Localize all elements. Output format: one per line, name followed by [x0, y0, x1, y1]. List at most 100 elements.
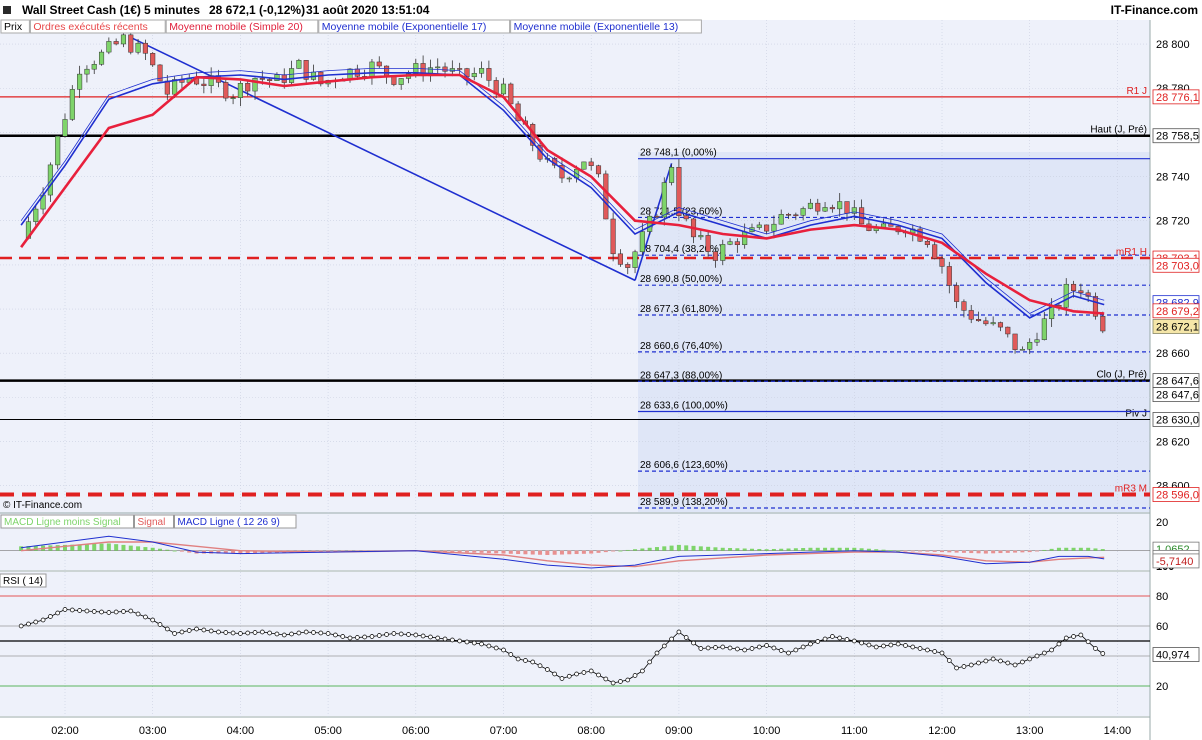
- macd-series: [0, 535, 1150, 569]
- rsi-point: [150, 617, 156, 623]
- rsi-point: [164, 626, 170, 632]
- brand[interactable]: IT-Finance.com: [1111, 3, 1198, 17]
- rsi-point: [1085, 639, 1091, 645]
- macd-histogram-bar: [121, 544, 126, 551]
- rsi-point: [632, 673, 638, 678]
- candle-body: [669, 167, 675, 183]
- candle-body: [237, 83, 243, 98]
- candle-body: [932, 244, 938, 259]
- rsi-point: [800, 644, 806, 650]
- rsi-label[interactable]: RSI ( 14): [3, 576, 43, 587]
- rsi-point: [1100, 651, 1106, 656]
- rsi-point: [596, 672, 601, 678]
- macd-histogram-bar: [786, 548, 791, 551]
- candle-body: [610, 218, 616, 255]
- macd-histogram-bar: [479, 550, 484, 553]
- rsi-point: [903, 643, 908, 648]
- rsi-point: [208, 628, 214, 634]
- candle-body: [654, 215, 660, 218]
- rsi-point: [822, 636, 828, 642]
- rsi-point: [749, 646, 755, 651]
- macd-histogram-bar: [866, 548, 871, 551]
- macd-histogram-bar: [33, 545, 38, 551]
- macd-histogram-bar: [231, 550, 236, 554]
- candle-body: [625, 264, 631, 268]
- timeframe[interactable]: 5 minutes: [144, 3, 200, 17]
- legend-tab: [29, 19, 166, 34]
- legend-tab: [510, 19, 702, 34]
- last-quote: 28 672,1 (-0,12%): [209, 3, 305, 17]
- macd-histogram-bar: [998, 550, 1003, 554]
- candle-body: [632, 251, 638, 268]
- macd-histogram-bar: [172, 550, 177, 552]
- macd-histogram-bar: [611, 550, 616, 552]
- value-tag: -5,7140: [1156, 556, 1193, 568]
- macd-histogram-bar: [55, 545, 60, 551]
- rsi-point: [157, 622, 163, 627]
- candle-body: [69, 89, 75, 120]
- candle-body: [661, 182, 667, 218]
- rsi-point: [186, 628, 192, 633]
- macd-histogram-bar: [618, 550, 623, 552]
- rsi-point: [961, 664, 967, 669]
- macd-histogram-bar: [1035, 550, 1040, 552]
- rsi-point: [1093, 646, 1098, 651]
- macd-histogram-bar: [1078, 547, 1083, 551]
- macd-histogram-bar: [99, 543, 104, 551]
- rsi-panel[interactable]: [0, 572, 1150, 716]
- rsi-point: [1063, 635, 1069, 641]
- macd-histogram-bar: [698, 546, 703, 551]
- rsi-point: [216, 629, 221, 635]
- candle-body: [756, 224, 762, 228]
- macd-histogram-bar: [1093, 548, 1098, 551]
- rsi-point: [267, 630, 272, 636]
- value-tag-box: [1152, 303, 1200, 319]
- rsi-y-tick: 20: [1156, 681, 1168, 693]
- macd-histogram-bar: [77, 544, 82, 551]
- macd-histogram-bar: [179, 550, 184, 552]
- instrument-title: Wall Street Cash (1€): [22, 3, 141, 17]
- value-tag: 28 596,0: [1156, 490, 1199, 502]
- legend-tab: [0, 19, 30, 34]
- value-tag: 28 679,2: [1156, 306, 1199, 318]
- candle-body: [815, 202, 821, 212]
- macd-histogram-bar: [267, 550, 272, 554]
- candle-body: [975, 319, 982, 322]
- level-label: Haut (J, Pré): [1090, 125, 1147, 136]
- x-tick-label: 08:00: [577, 725, 605, 737]
- rsi-point: [311, 630, 316, 635]
- macd-histogram-bar: [903, 550, 908, 552]
- candle-body: [252, 77, 258, 92]
- candle-body: [201, 83, 207, 86]
- macd-histogram-bar: [63, 544, 67, 551]
- macd-histogram-bar: [764, 549, 769, 551]
- candle-body: [33, 208, 39, 222]
- candle-body: [259, 77, 265, 80]
- candle-body: [764, 224, 770, 232]
- rsi-point: [69, 607, 75, 613]
- rsi-point: [33, 619, 39, 625]
- candle-body: [1078, 290, 1084, 294]
- macd-legend: MACD Ligne moins Signal Signal MACD Ligne …: [0, 514, 297, 529]
- macd-histogram-bar: [128, 545, 133, 551]
- value-tags: 28 776,128 758,528 703,128 647,628 630,0…: [1152, 89, 1200, 662]
- x-tick-label: 10:00: [753, 725, 781, 737]
- rsi-point: [647, 659, 653, 665]
- candle-body: [471, 73, 477, 78]
- rsi-point: [406, 632, 411, 637]
- rsi-point: [1071, 634, 1076, 639]
- macd-histogram-bar: [19, 546, 24, 551]
- macd-histogram-bar: [26, 546, 31, 551]
- candle-body: [647, 215, 653, 232]
- rsi-point: [588, 668, 594, 674]
- menu-icon[interactable]: [3, 6, 11, 14]
- candle-body: [771, 223, 777, 232]
- candle-body: [997, 322, 1004, 328]
- macd-histogram-bar: [793, 548, 798, 551]
- rsi-point: [113, 609, 119, 615]
- macd-histogram-bar: [1100, 549, 1105, 551]
- candle-body: [164, 80, 170, 95]
- value-tag: 28 630,0: [1156, 414, 1199, 426]
- value-tag: 28 647,6: [1156, 376, 1199, 388]
- level-label: R1 J: [1126, 86, 1147, 97]
